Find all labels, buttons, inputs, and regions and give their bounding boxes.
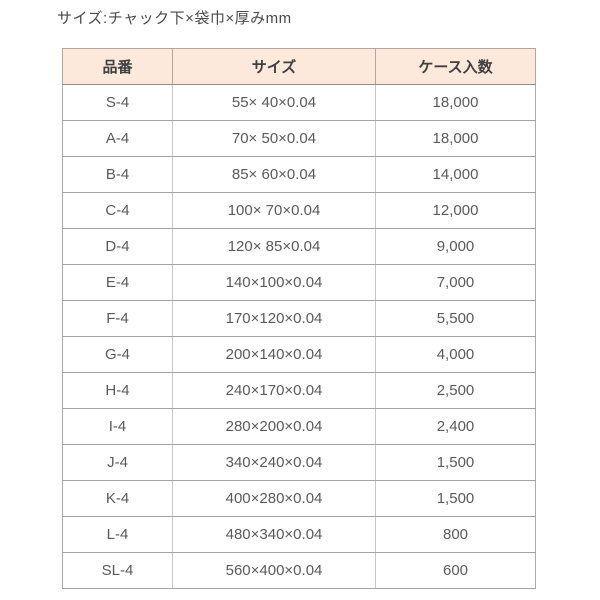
- cell-size: 480×340×0.04: [172, 516, 376, 553]
- cell-part-no: C-4: [62, 192, 173, 229]
- cell-part-no: G-4: [62, 336, 173, 373]
- table-row: F-4 170×120×0.04 5,500: [62, 300, 536, 337]
- cell-part-no: J-4: [62, 444, 173, 481]
- cell-case-qty: 7,000: [375, 264, 536, 301]
- cell-case-qty: 14,000: [375, 156, 536, 193]
- cell-case-qty: 2,400: [375, 408, 536, 445]
- table-row: C-4 100× 70×0.04 12,000: [62, 192, 536, 229]
- cell-case-qty: 12,000: [375, 192, 536, 229]
- cell-part-no: SL-4: [62, 552, 173, 589]
- cell-size: 240×170×0.04: [172, 372, 376, 409]
- cell-size: 280×200×0.04: [172, 408, 376, 445]
- table-row: S-4 55× 40×0.04 18,000: [62, 84, 536, 121]
- table-header: 品番 サイズ ケース入数: [62, 48, 536, 85]
- cell-part-no: K-4: [62, 480, 173, 517]
- table-row: A-4 70× 50×0.04 18,000: [62, 120, 536, 157]
- table-row: E-4 140×100×0.04 7,000: [62, 264, 536, 301]
- cell-part-no: H-4: [62, 372, 173, 409]
- cell-case-qty: 4,000: [375, 336, 536, 373]
- table-row: I-4 280×200×0.04 2,400: [62, 408, 536, 445]
- cell-size: 70× 50×0.04: [172, 120, 376, 157]
- table-row: G-4 200×140×0.04 4,000: [62, 336, 536, 373]
- cell-case-qty: 600: [375, 552, 536, 589]
- cell-part-no: B-4: [62, 156, 173, 193]
- size-caption: サイズ:チャック下×袋巾×厚みmm: [57, 10, 292, 27]
- cell-size: 170×120×0.04: [172, 300, 376, 337]
- cell-part-no: F-4: [62, 300, 173, 337]
- table-row: J-4 340×240×0.04 1,500: [62, 444, 536, 481]
- cell-part-no: A-4: [62, 120, 173, 157]
- col-header-case-qty: ケース入数: [375, 48, 536, 85]
- size-spec-table: 品番 サイズ ケース入数 S-4 55× 40×0.04 18,000 A-4 …: [62, 48, 536, 589]
- cell-size: 340×240×0.04: [172, 444, 376, 481]
- cell-size: 140×100×0.04: [172, 264, 376, 301]
- cell-case-qty: 2,500: [375, 372, 536, 409]
- cell-case-qty: 9,000: [375, 228, 536, 265]
- cell-case-qty: 18,000: [375, 120, 536, 157]
- cell-size: 200×140×0.04: [172, 336, 376, 373]
- cell-size: 560×400×0.04: [172, 552, 376, 589]
- cell-size: 100× 70×0.04: [172, 192, 376, 229]
- cell-case-qty: 1,500: [375, 444, 536, 481]
- table-row: SL-4 560×400×0.04 600: [62, 552, 536, 589]
- col-header-part-no: 品番: [62, 48, 173, 85]
- cell-part-no: S-4: [62, 84, 173, 121]
- cell-case-qty: 18,000: [375, 84, 536, 121]
- cell-part-no: E-4: [62, 264, 173, 301]
- cell-size: 400×280×0.04: [172, 480, 376, 517]
- table-row: D-4 120× 85×0.04 9,000: [62, 228, 536, 265]
- table-row: B-4 85× 60×0.04 14,000: [62, 156, 536, 193]
- table-row: K-4 400×280×0.04 1,500: [62, 480, 536, 517]
- table-body: S-4 55× 40×0.04 18,000 A-4 70× 50×0.04 1…: [62, 84, 536, 589]
- table-row: L-4 480×340×0.04 800: [62, 516, 536, 553]
- cell-part-no: D-4: [62, 228, 173, 265]
- cell-size: 85× 60×0.04: [172, 156, 376, 193]
- cell-part-no: I-4: [62, 408, 173, 445]
- cell-case-qty: 1,500: [375, 480, 536, 517]
- cell-size: 120× 85×0.04: [172, 228, 376, 265]
- col-header-size: サイズ: [172, 48, 376, 85]
- cell-case-qty: 800: [375, 516, 536, 553]
- header-row: 品番 サイズ ケース入数: [62, 48, 536, 85]
- cell-size: 55× 40×0.04: [172, 84, 376, 121]
- cell-part-no: L-4: [62, 516, 173, 553]
- cell-case-qty: 5,500: [375, 300, 536, 337]
- table-row: H-4 240×170×0.04 2,500: [62, 372, 536, 409]
